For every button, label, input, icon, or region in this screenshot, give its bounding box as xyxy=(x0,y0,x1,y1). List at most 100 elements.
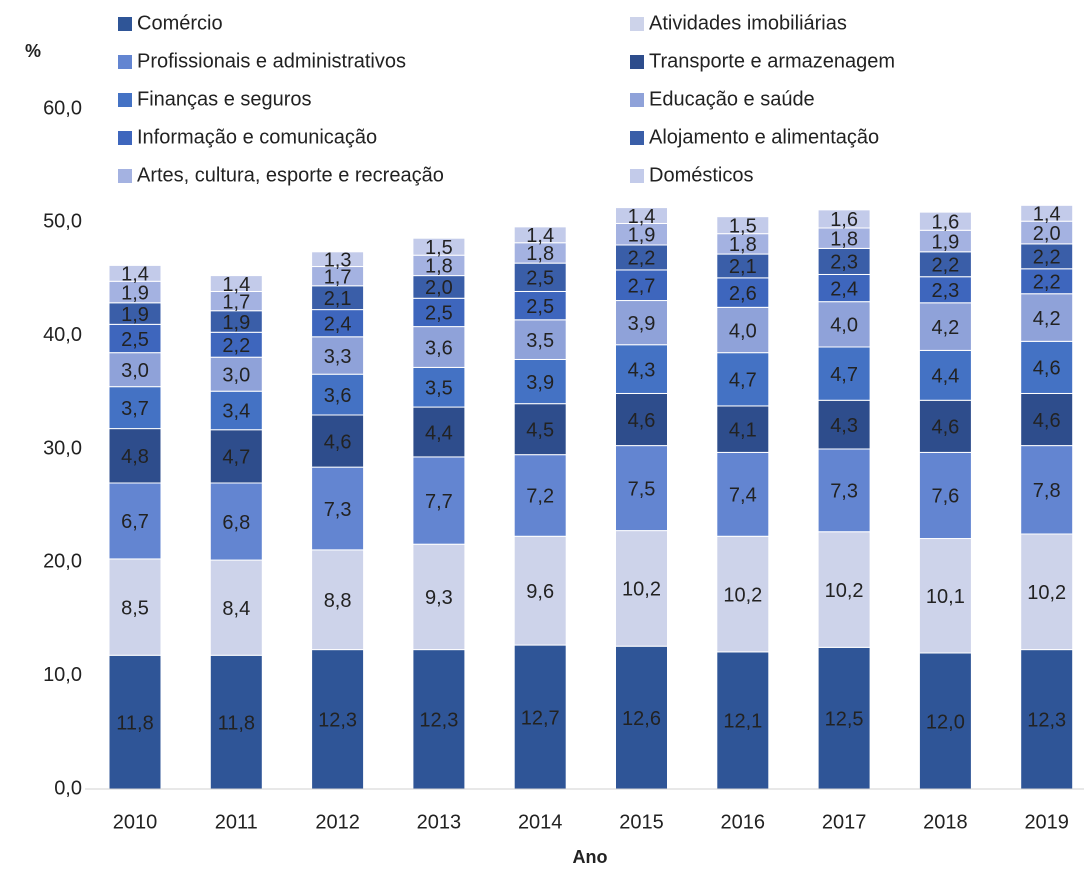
data-label: 7,7 xyxy=(425,491,453,513)
legend-swatch xyxy=(630,131,644,145)
data-label: 4,6 xyxy=(1033,410,1061,432)
legend-swatch xyxy=(118,131,132,145)
data-label: 4,3 xyxy=(628,359,656,381)
legend-label: Finanças e seguros xyxy=(137,88,312,110)
x-tick-label: 2014 xyxy=(518,811,563,833)
data-label: 3,0 xyxy=(222,364,250,386)
legend-swatch xyxy=(630,55,644,69)
bar-segment xyxy=(1020,204,1074,222)
bar-segment xyxy=(412,543,466,651)
data-label: 1,4 xyxy=(628,206,656,228)
x-tick-label: 2010 xyxy=(113,811,158,833)
bar-segment xyxy=(513,319,567,360)
bar-segment xyxy=(209,356,263,392)
data-label: 4,6 xyxy=(628,410,656,432)
bar-segment xyxy=(513,290,567,321)
x-tick-label: 2011 xyxy=(215,811,258,833)
bar-segment xyxy=(108,264,162,282)
bar-segment xyxy=(716,535,770,653)
data-label: 1,5 xyxy=(425,237,453,259)
legend-swatch xyxy=(118,169,132,183)
bar-segment xyxy=(817,646,871,790)
data-label: 4,3 xyxy=(830,415,858,437)
bar-segment xyxy=(311,336,365,375)
data-label: 2,3 xyxy=(830,252,858,274)
data-label: 1,6 xyxy=(931,211,959,233)
data-label: 12,5 xyxy=(825,708,864,730)
bar-segment xyxy=(817,399,871,450)
bar-segment xyxy=(108,428,162,484)
data-label: 6,7 xyxy=(121,511,149,533)
data-label: 7,4 xyxy=(729,485,757,507)
y-tick-label: 10,0 xyxy=(43,664,82,686)
bar-segment xyxy=(209,429,263,484)
bar-segment xyxy=(311,466,365,551)
data-label: 4,6 xyxy=(931,417,959,439)
data-label: 3,5 xyxy=(425,378,453,400)
y-tick-label: 30,0 xyxy=(43,437,82,459)
bar-segment xyxy=(1020,340,1074,394)
data-label: 1,7 xyxy=(324,266,352,288)
data-label: 2,5 xyxy=(526,296,554,318)
data-label: 7,3 xyxy=(830,481,858,503)
data-label: 2,5 xyxy=(121,329,149,351)
bar-segment xyxy=(918,251,972,278)
data-label: 3,9 xyxy=(628,313,656,335)
bar-segment xyxy=(209,331,263,358)
bar-segment xyxy=(716,405,770,453)
data-label: 12,3 xyxy=(318,710,357,732)
bar-segment xyxy=(716,277,770,308)
data-label: 10,2 xyxy=(723,584,762,606)
data-label: 12,6 xyxy=(622,708,661,730)
bar-segment xyxy=(615,445,668,532)
data-label: 2,1 xyxy=(324,288,352,310)
bar-segment xyxy=(209,559,263,656)
data-label: 2,2 xyxy=(222,335,250,357)
data-label: 7,2 xyxy=(526,486,554,508)
data-label: 1,9 xyxy=(121,282,149,304)
bar-segment xyxy=(108,386,162,430)
legend-swatch xyxy=(118,17,132,31)
legend-label: Artes, cultura, esporte e recreação xyxy=(137,164,444,186)
data-label: 12,1 xyxy=(723,711,762,733)
legend-swatch xyxy=(118,55,132,69)
y-tick-label: 20,0 xyxy=(43,551,82,573)
data-label: 1,8 xyxy=(729,234,757,256)
x-tick-label: 2019 xyxy=(1024,811,1069,833)
data-label: 1,9 xyxy=(222,312,250,334)
bar-segment xyxy=(1020,243,1074,270)
bar-segment xyxy=(108,558,162,656)
bar-segment xyxy=(1020,293,1074,342)
bar-segment xyxy=(615,530,668,647)
bar-segment xyxy=(817,301,871,348)
data-label: 1,3 xyxy=(324,249,352,271)
data-label: 2,4 xyxy=(830,278,858,300)
data-label: 4,5 xyxy=(526,419,554,441)
bar-segment xyxy=(209,275,263,292)
bar-segment xyxy=(817,273,871,303)
data-label: 8,8 xyxy=(324,590,352,612)
data-label: 12,0 xyxy=(926,711,965,733)
legend-swatch xyxy=(630,17,644,31)
data-label: 9,3 xyxy=(425,587,453,609)
data-label: 3,6 xyxy=(425,337,453,359)
data-label: 4,0 xyxy=(729,320,757,342)
data-label: 10,1 xyxy=(926,586,965,608)
data-label: 9,6 xyxy=(526,581,554,603)
bar-segment xyxy=(513,358,567,405)
data-label: 1,4 xyxy=(222,274,250,296)
data-label: 10,2 xyxy=(1027,582,1066,604)
data-label: 4,0 xyxy=(830,315,858,337)
data-label: 4,2 xyxy=(1033,308,1061,330)
bar-segment xyxy=(918,399,972,453)
legend-label: Comércio xyxy=(137,12,223,34)
bar-segment xyxy=(412,406,466,458)
bar-segment xyxy=(817,209,871,229)
bar-segment xyxy=(716,451,770,537)
y-tick-label: 60,0 xyxy=(43,97,82,119)
data-label: 1,5 xyxy=(729,215,757,237)
legend-swatch xyxy=(630,169,644,183)
legend-label: Educação e saúde xyxy=(649,88,815,110)
legend-label: Alojamento e alimentação xyxy=(649,126,879,148)
